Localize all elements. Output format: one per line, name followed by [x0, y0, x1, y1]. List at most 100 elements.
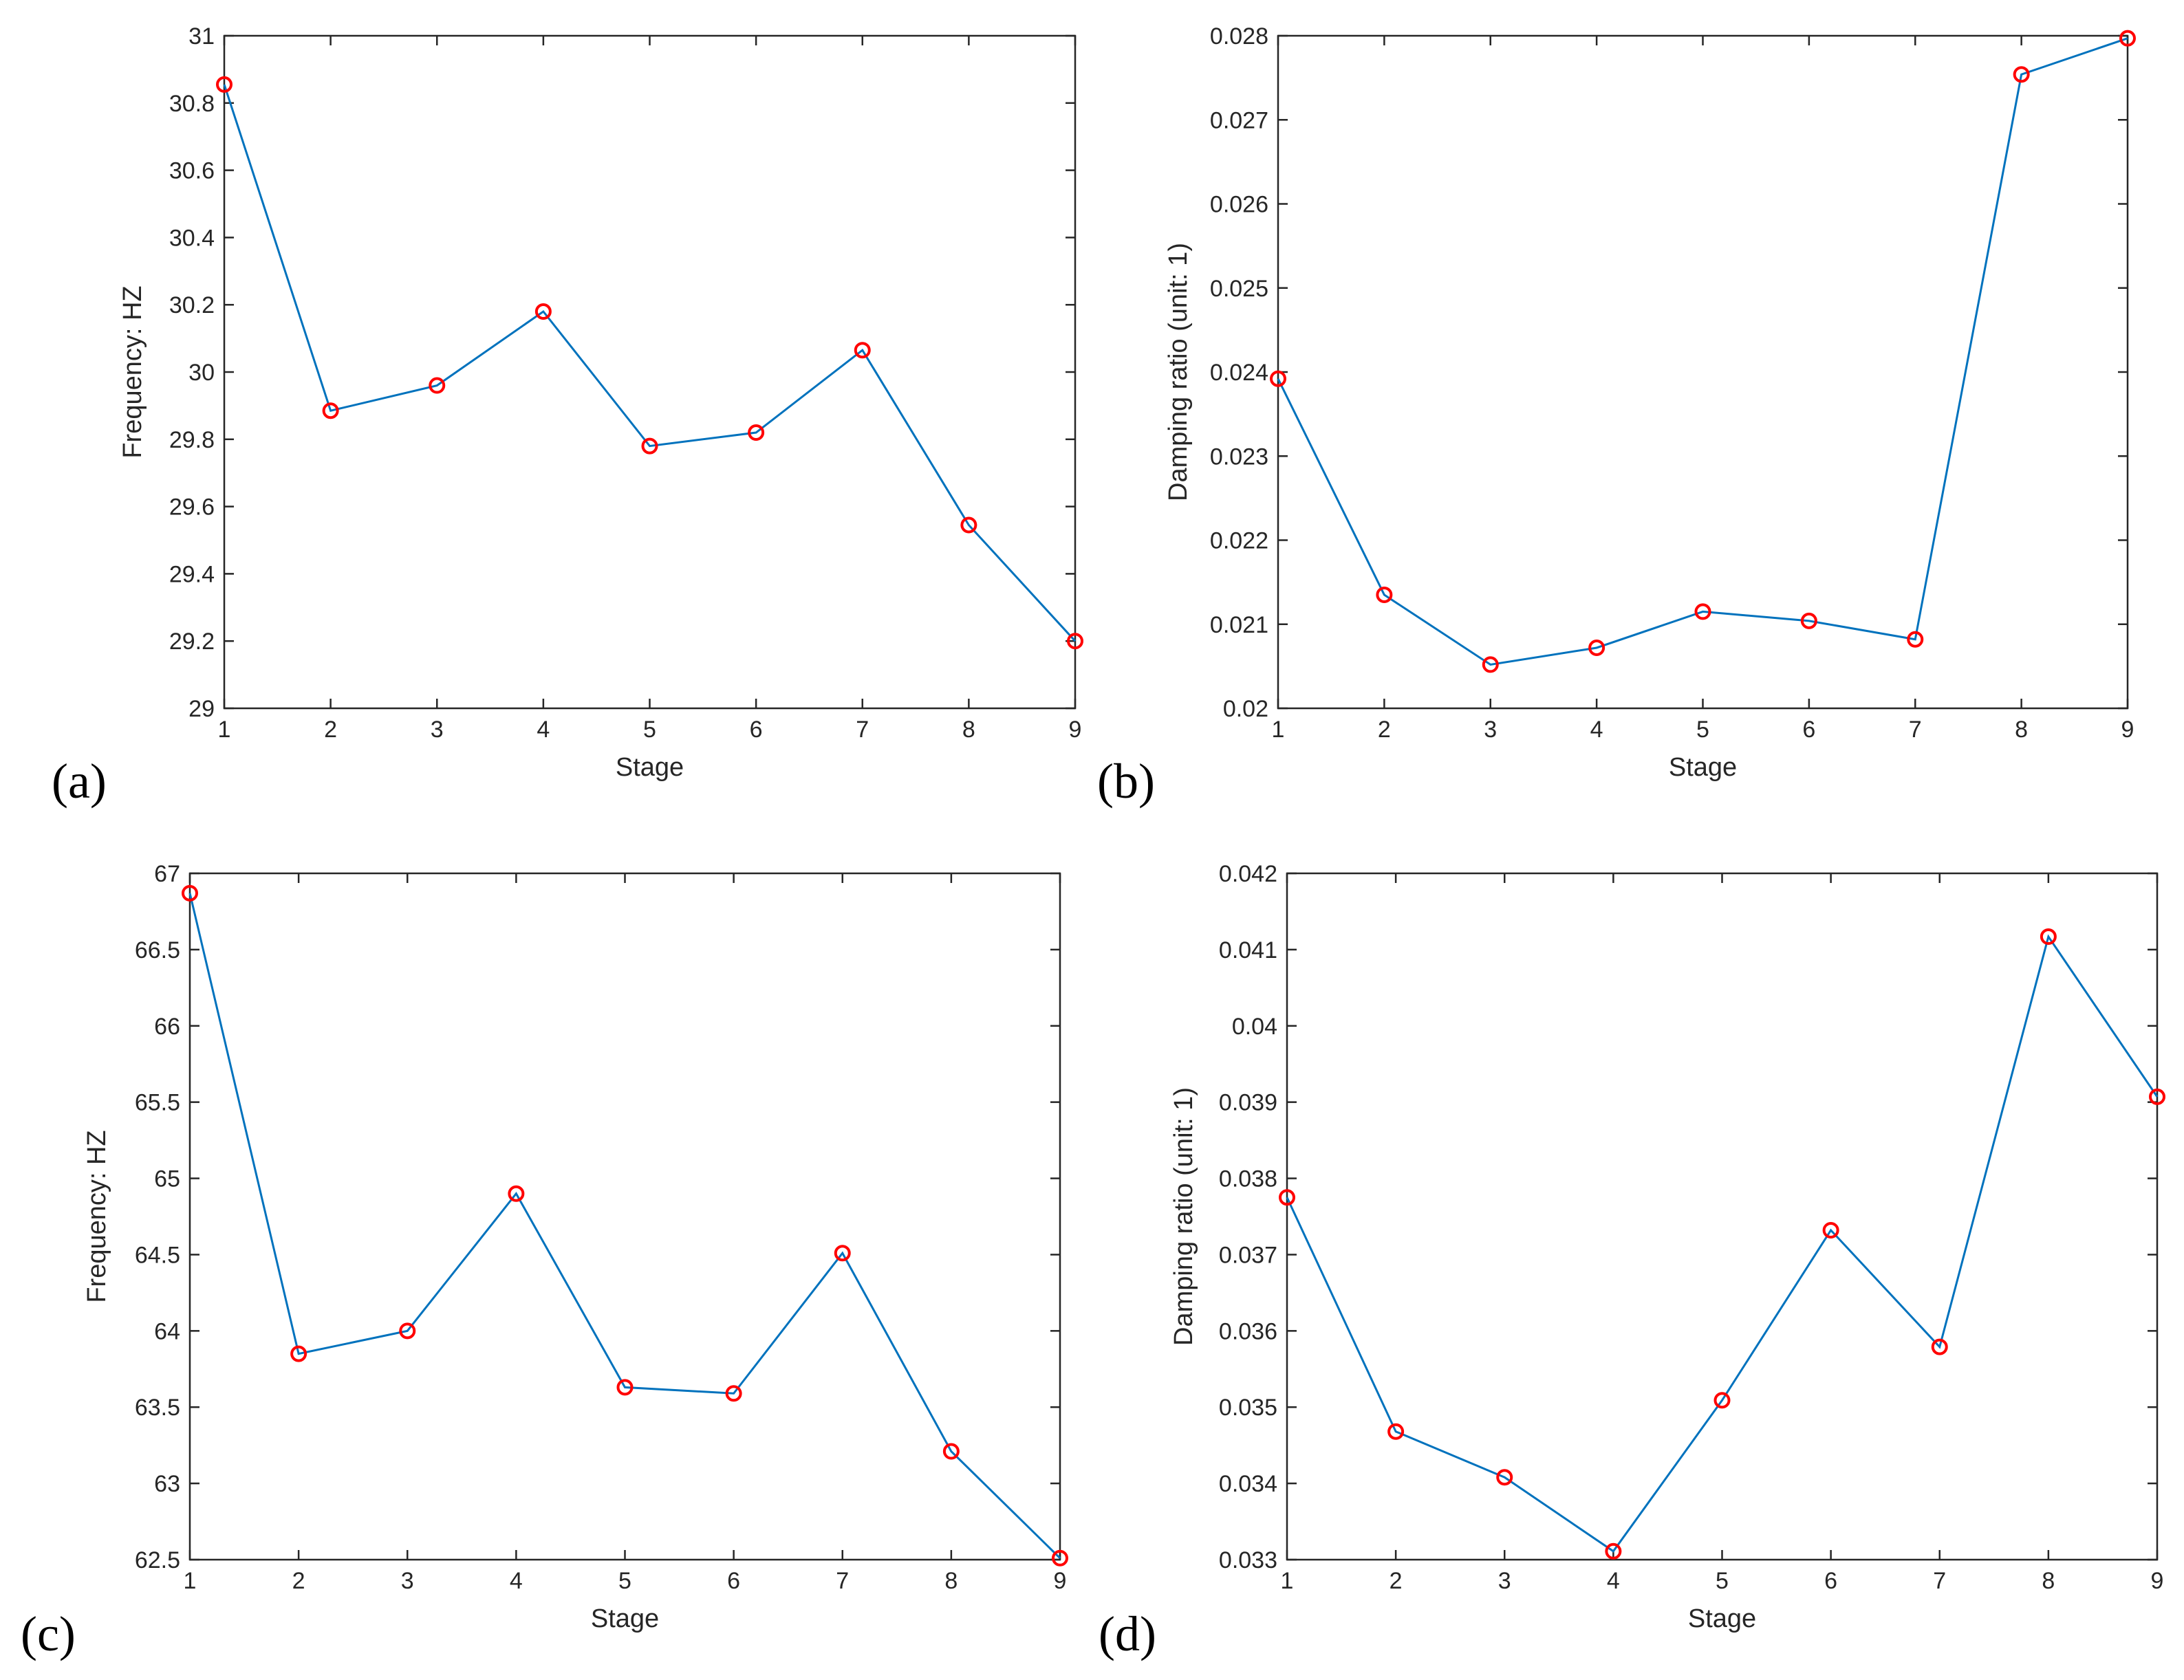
y-tick-label: 63	[154, 1471, 180, 1497]
y-tick-label: 0.02	[1223, 696, 1268, 722]
y-tick-label: 29.2	[169, 629, 215, 655]
panel-label: (b)	[1097, 754, 1155, 809]
y-tick-label: 0.039	[1219, 1090, 1277, 1116]
x-tick-label: 1	[218, 717, 231, 743]
data-point-marker	[1482, 656, 1499, 673]
y-tick-label: 64.5	[135, 1242, 180, 1268]
data-point-marker	[1376, 586, 1393, 603]
data-point-marker	[508, 1185, 525, 1202]
data-point-marker	[429, 377, 446, 394]
data-point-marker	[725, 1385, 742, 1402]
x-tick-label: 7	[836, 1568, 849, 1594]
y-tick-label: 0.027	[1210, 107, 1268, 133]
y-axis-title: Damping ratio (unit: 1)	[1164, 243, 1193, 501]
y-tick-label: 0.038	[1219, 1166, 1277, 1192]
x-axis-title: Stage	[1688, 1604, 1756, 1633]
x-tick-label: 9	[1069, 717, 1082, 743]
data-point-marker	[1279, 1189, 1295, 1206]
y-tick-label: 64	[154, 1318, 180, 1344]
chart-panel-c: 1 2 3 4 5 6 7 8 962.56363.56464.56565.56666.567S…	[21, 861, 1068, 1661]
y-tick-label: 0.025	[1210, 276, 1268, 302]
data-point-marker	[1052, 1549, 1068, 1567]
x-tick-label: 3	[1484, 717, 1497, 743]
panel-label: (c)	[21, 1606, 76, 1661]
data-point-marker	[1605, 1542, 1622, 1560]
series-line	[188, 893, 1061, 1559]
y-axis-title: Frequency: HZ	[83, 1130, 111, 1302]
data-point-marker	[216, 76, 233, 93]
x-tick-label: 4	[510, 1568, 523, 1594]
data-point-marker	[641, 437, 658, 455]
plot-area-frame	[223, 34, 1077, 710]
data-point-marker	[1496, 1469, 1513, 1486]
data-point-marker	[1270, 370, 1286, 387]
x-tick-label: 4	[537, 717, 550, 743]
plot-area-frame	[188, 872, 1061, 1561]
data-point-marker	[534, 303, 552, 320]
data-point-marker	[2119, 30, 2136, 47]
data-point-marker	[1387, 1423, 1405, 1440]
data-point-marker	[854, 342, 871, 359]
y-tick-label: 66.5	[135, 937, 180, 963]
x-tick-label: 1	[1281, 1568, 1294, 1594]
x-tick-label: 9	[1054, 1568, 1067, 1594]
series-line	[1286, 934, 2159, 1553]
plot-area-frame	[1286, 872, 2159, 1561]
y-tick-label: 66	[154, 1014, 180, 1040]
x-tick-label: 9	[2151, 1568, 2164, 1594]
data-point-marker	[1588, 639, 1605, 656]
y-tick-label: 0.035	[1219, 1395, 1277, 1421]
x-axis-title: Stage	[616, 753, 684, 782]
y-tick-label: 29.6	[169, 494, 215, 521]
y-tick-label: 65.5	[135, 1090, 180, 1116]
x-tick-label: 8	[2015, 717, 2028, 743]
data-point-marker	[960, 516, 977, 534]
y-tick-label: 29.4	[169, 561, 215, 587]
y-tick-label: 30.2	[169, 292, 215, 318]
data-point-marker	[748, 424, 765, 441]
data-point-marker	[182, 884, 198, 902]
data-point-marker	[1907, 631, 1924, 648]
x-tick-label: 2	[292, 1568, 305, 1594]
series-line	[223, 84, 1077, 642]
data-point-marker	[942, 1443, 960, 1460]
data-point-marker	[1694, 603, 1711, 620]
y-tick-label: 63.5	[135, 1395, 180, 1421]
y-tick-label: 30	[188, 360, 215, 386]
y-tick-label: 0.026	[1210, 192, 1268, 218]
y-tick-label: 0.022	[1210, 528, 1268, 554]
x-tick-label: 8	[2042, 1568, 2055, 1594]
x-tick-label: 3	[401, 1568, 414, 1594]
y-tick-label: 0.037	[1219, 1242, 1277, 1268]
chart-panel-a: 1 2 3 4 5 6 7 8 9 29 29.2 29.4 29.6 29.8 30 30.2 30.4 30.…	[52, 23, 1083, 809]
y-tick-label: 0.028	[1210, 23, 1268, 50]
panel-label: (a)	[52, 754, 107, 809]
x-tick-label: 2	[1390, 1568, 1403, 1594]
x-tick-label: 7	[856, 717, 869, 743]
y-tick-label: 0.04	[1232, 1014, 1277, 1040]
y-tick-label: 30.4	[169, 225, 215, 251]
data-point-marker	[616, 1379, 634, 1396]
y-tick-label: 0.021	[1210, 612, 1268, 638]
data-point-marker	[1713, 1392, 1731, 1409]
y-tick-label: 67	[154, 861, 180, 887]
data-point-marker	[290, 1345, 307, 1362]
y-tick-label: 0.033	[1219, 1547, 1277, 1573]
data-point-marker	[2040, 928, 2057, 946]
x-tick-label: 5	[1716, 1568, 1729, 1594]
y-axis-title: Frequency: HZ	[118, 285, 147, 458]
x-tick-label: 1	[184, 1568, 197, 1594]
y-tick-label: 0.034	[1219, 1471, 1277, 1497]
x-tick-label: 5	[643, 717, 656, 743]
y-tick-label: 0.036	[1219, 1318, 1277, 1344]
x-tick-label: 7	[1909, 717, 1922, 743]
y-tick-label: 0.024	[1210, 360, 1268, 386]
y-tick-label: 0.042	[1219, 861, 1277, 887]
data-point-marker	[834, 1245, 851, 1262]
x-tick-label: 4	[1590, 717, 1603, 743]
x-tick-label: 8	[944, 1568, 958, 1594]
x-tick-label: 9	[2121, 717, 2134, 743]
plot-area-frame	[1277, 34, 2129, 710]
data-point-marker	[1800, 612, 1817, 629]
